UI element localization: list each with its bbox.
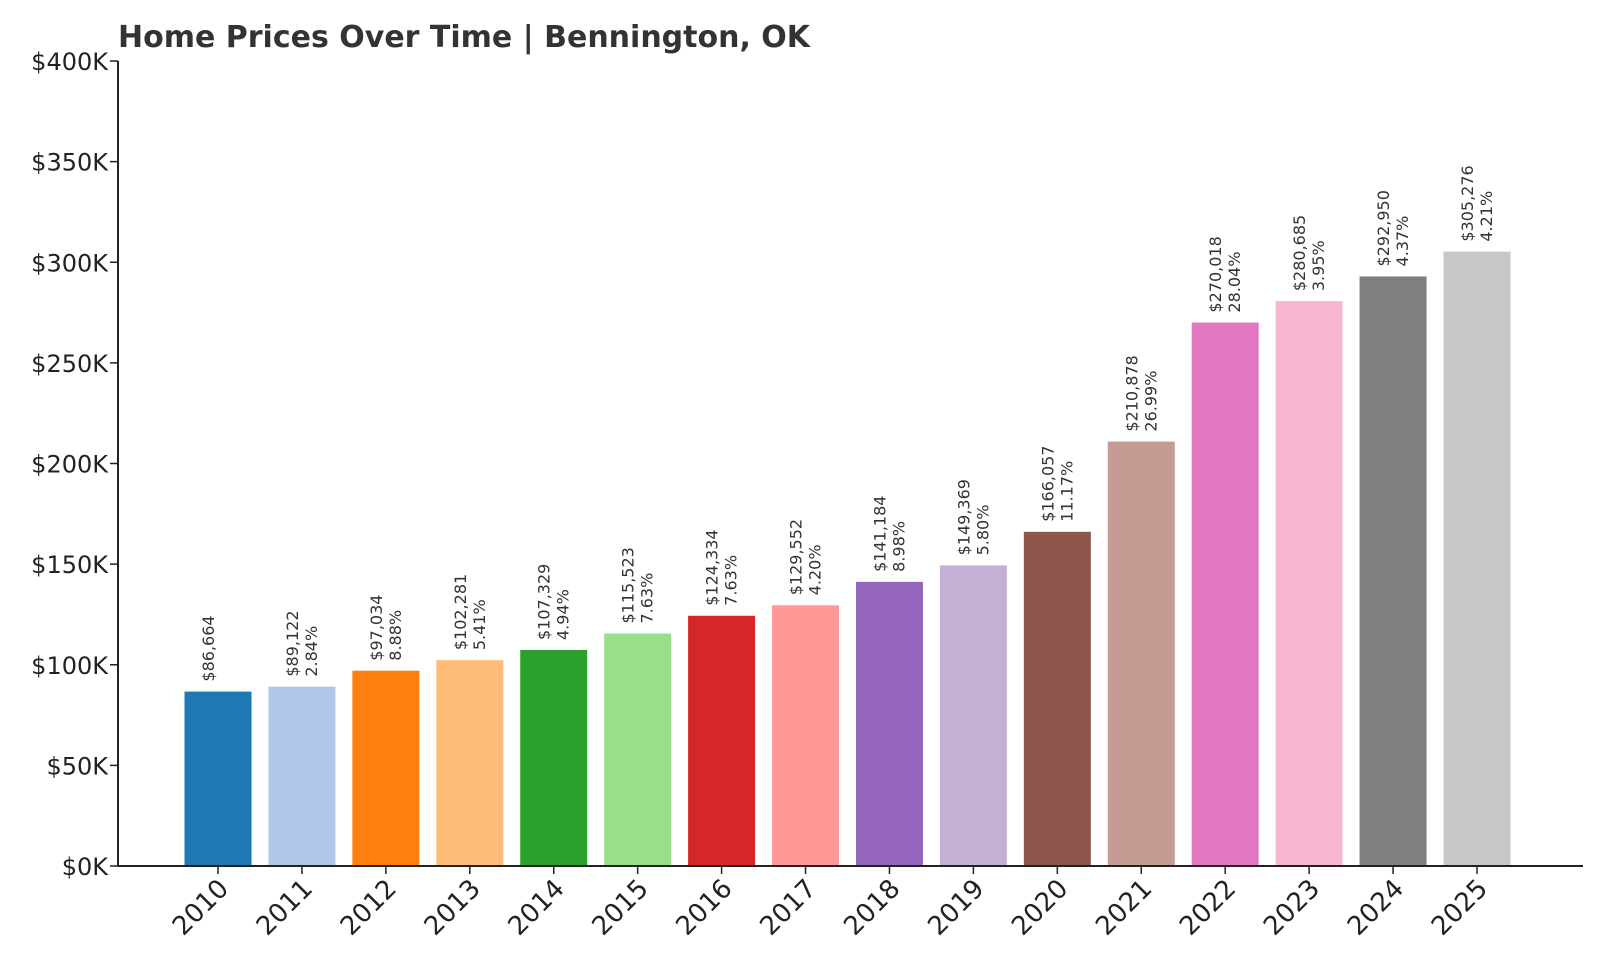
change-label: 4.20% [806,544,825,595]
value-label: $270,018 [1206,236,1225,312]
value-label: $149,369 [954,479,973,555]
change-label: 7.63% [722,555,741,606]
data-label-2022: $270,018 28.04% [1206,236,1244,312]
bars: $86,664 $89,122 2.84% $97,034 8.88% $102,281 5… [184,165,1511,867]
value-label: $141,184 [870,496,889,572]
bar-2023 [1275,301,1343,866]
change-label: 28.04% [1225,252,1244,313]
value-label: $89,122 [283,610,302,676]
x-tick-label: 2023 [1258,874,1326,942]
x-tick-label: 2011 [251,874,319,942]
data-label-2013: $102,281 5.41% [451,574,489,650]
change-label: 8.98% [889,521,908,572]
value-label: $166,057 [1038,445,1057,521]
value-label: $86,664 [199,615,218,681]
bar-2021 [1107,441,1175,866]
bar-2015 [604,633,672,866]
y-tick-label: $350K [31,149,109,177]
chart-title: Home Prices Over Time | Bennington, OK [118,20,812,55]
data-label-2011: $89,122 2.84% [283,610,321,676]
data-label-2012: $97,034 8.88% [367,595,405,661]
bar-2013 [436,660,504,866]
x-tick-label: 2016 [671,874,739,942]
bar-2017 [772,605,840,866]
bar-2019 [939,565,1007,866]
change-label: 7.63% [638,573,657,624]
data-label-2024: $292,950 4.37% [1374,190,1412,266]
data-label-2014: $107,329 4.94% [535,564,573,640]
bar-2012 [352,670,420,866]
bar-2010 [184,691,252,866]
data-label-2020: $166,057 11.17% [1038,445,1076,521]
x-tick-label: 2018 [838,874,906,942]
bar-2024 [1359,276,1427,866]
bar-2025 [1443,251,1511,866]
change-label: 5.41% [470,599,489,650]
value-label: $97,034 [367,595,386,661]
change-label: 8.88% [386,610,405,661]
x-tick-label: 2013 [419,874,487,942]
change-label: 26.99% [1141,371,1160,432]
y-tick-label: $0K [62,853,110,881]
data-label-2016: $124,334 7.63% [703,529,741,605]
x-tick-label: 2015 [587,874,655,942]
bar-2022 [1191,322,1259,867]
data-label-2025: $305,276 4.21% [1458,165,1496,241]
value-label: $305,276 [1458,165,1477,241]
x-tick-label: 2010 [167,874,235,942]
value-label: $124,334 [703,529,722,605]
change-label: 5.80% [973,505,992,556]
x-tick-label: 2024 [1342,874,1410,942]
y-tick-label: $100K [31,652,109,680]
data-label-2017: $129,552 4.20% [787,519,825,595]
change-label: 4.94% [554,589,573,640]
value-label: $280,685 [1290,215,1309,291]
x-tick-label: 2021 [1090,874,1158,942]
bar-2014 [520,650,588,866]
y-tick-label: $150K [31,551,109,579]
value-label: $102,281 [451,574,470,650]
y-axis-ticks: $0K $50K $100K $150K $200K $250K $300K $350K $40… [31,48,118,881]
value-label: $129,552 [787,519,806,595]
data-label-2019: $149,369 5.80% [954,479,992,555]
value-label: $292,950 [1374,190,1393,266]
change-label: 4.21% [1477,191,1496,242]
bar-2018 [855,581,923,866]
bar-2016 [688,615,756,866]
change-label: 11.17% [1057,461,1076,522]
y-tick-label: $200K [31,451,109,479]
y-tick-label: $400K [31,48,109,76]
y-tick-label: $250K [31,350,109,378]
x-tick-label: 2019 [922,874,990,942]
value-label: $115,523 [619,547,638,623]
y-tick-label: $50K [46,752,109,780]
value-label: $107,329 [535,564,554,640]
x-tick-label: 2025 [1426,874,1494,942]
change-label: 3.95% [1309,240,1328,291]
change-label: 4.37% [1393,216,1412,267]
bar-2011 [268,686,336,866]
x-tick-label: 2014 [503,874,571,942]
data-label-2021: $210,878 26.99% [1122,355,1160,431]
y-tick-label: $300K [31,249,109,277]
x-tick-label: 2012 [335,874,403,942]
data-label-2018: $141,184 8.98% [870,496,908,572]
bar-2020 [1023,531,1091,866]
data-label-2015: $115,523 7.63% [619,547,657,623]
x-axis-ticks: 2010 2011 2012 2013 2014 2015 2016 2017 2018 2019… [167,866,1494,942]
x-tick-label: 2022 [1174,874,1242,942]
data-label-2023: $280,685 3.95% [1290,215,1328,291]
value-label: $210,878 [1122,355,1141,431]
change-label: 2.84% [302,626,321,677]
x-tick-label: 2017 [754,874,822,942]
x-tick-label: 2020 [1006,874,1074,942]
data-label-2010: $86,664 [199,615,218,681]
